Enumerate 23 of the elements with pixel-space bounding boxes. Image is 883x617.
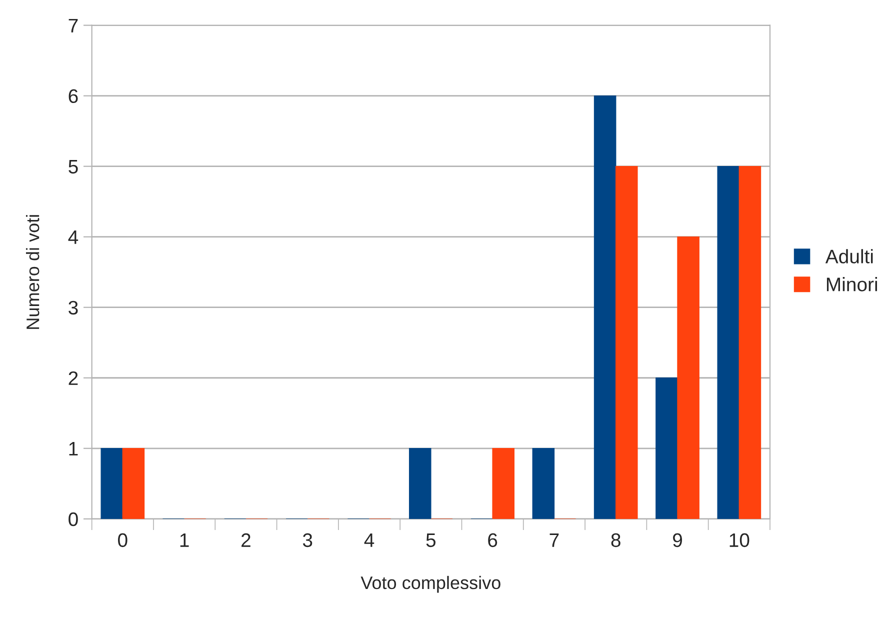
y-tick-label: 4	[68, 230, 78, 244]
y-tick-label: 3	[68, 300, 78, 315]
y-tick-label: 2	[68, 371, 78, 385]
x-axis-title: Voto complessivo	[360, 576, 500, 593]
y-tick-label: 5	[68, 160, 78, 174]
x-tick-label: 0	[118, 533, 128, 548]
y-tick-label: 7	[68, 18, 78, 32]
x-tick-label: 5	[426, 534, 436, 548]
x-tick-label: 3	[302, 533, 312, 548]
x-tick-label: 2	[242, 533, 250, 547]
x-tick-label: 8	[611, 533, 620, 548]
y-tick-label: 6	[68, 89, 78, 104]
legend-label: Adulti	[825, 249, 873, 264]
y-tick-label: 1	[69, 442, 78, 456]
legend-label: Minori	[826, 277, 877, 292]
x-tick-label: 1	[180, 534, 189, 547]
x-tick-label: 4	[364, 534, 374, 547]
x-tick-label: 10	[730, 533, 750, 548]
y-axis-title: Numero di voti	[26, 215, 40, 329]
y-tick-label: 0	[68, 512, 78, 526]
x-tick-label: 9	[673, 533, 682, 548]
x-tick-label: 6	[488, 533, 498, 548]
x-tick-label: 7	[550, 534, 559, 547]
